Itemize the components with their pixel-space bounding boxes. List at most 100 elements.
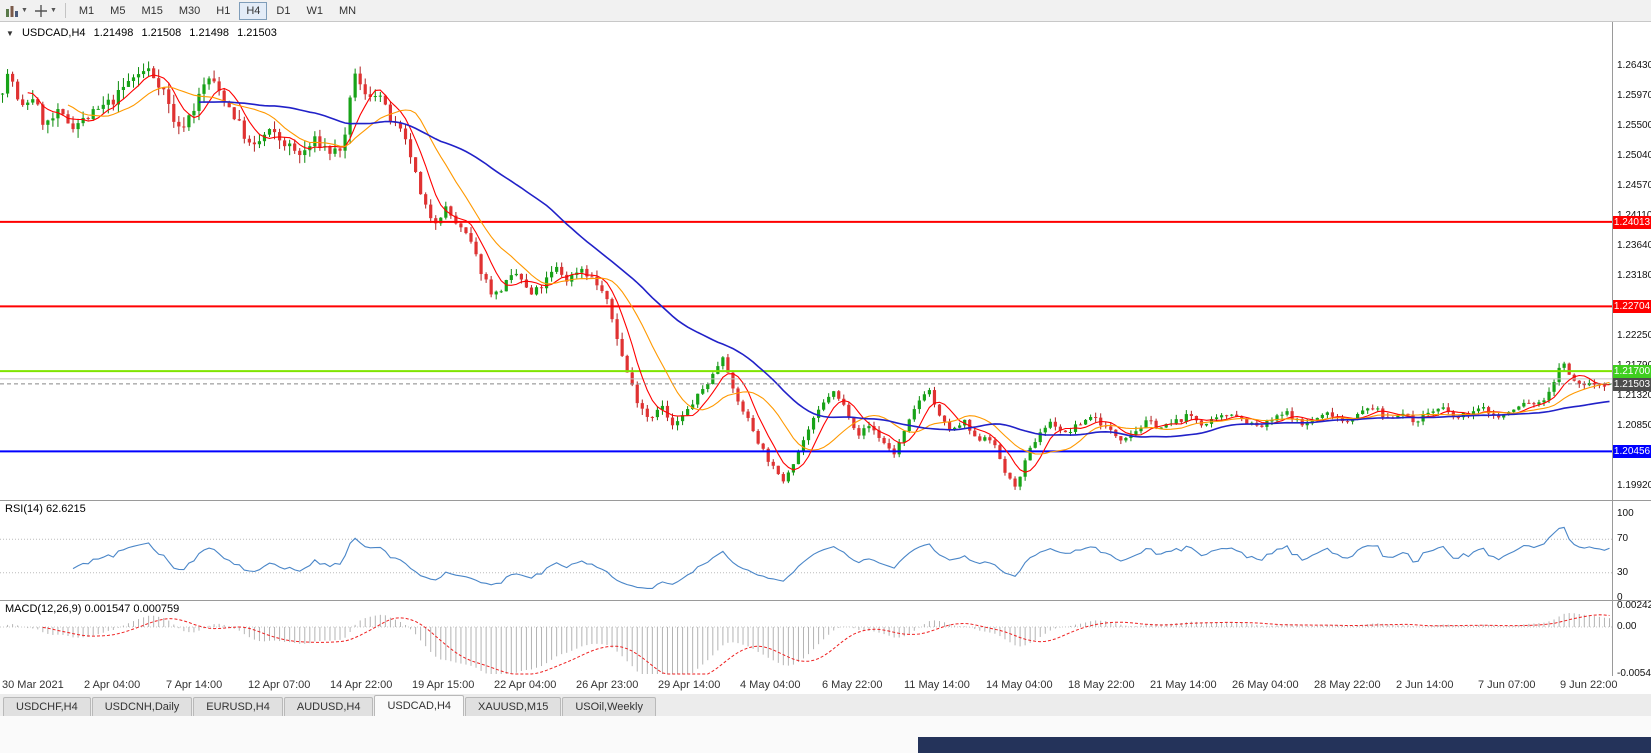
price-tick: 1.25500 — [1617, 120, 1651, 131]
timeframe-button-m30[interactable]: M30 — [172, 2, 207, 20]
price-tick: 1.20850 — [1617, 420, 1651, 431]
time-tick: 30 Mar 2021 — [2, 679, 64, 691]
quote-high: 1.21508 — [141, 27, 182, 39]
time-tick: 28 May 22:00 — [1314, 679, 1381, 691]
price-tag: 1.21503 — [1613, 377, 1651, 391]
time-tick: 21 May 14:00 — [1150, 679, 1217, 691]
time-tick: 14 May 04:00 — [986, 679, 1053, 691]
time-tick: 4 May 04:00 — [740, 679, 801, 691]
rsi-chart[interactable] — [0, 500, 1612, 600]
toolbar-separator — [64, 3, 66, 18]
macd-scale-label: -0.0054 — [1617, 668, 1651, 679]
time-tick: 9 Jun 22:00 — [1560, 679, 1618, 691]
macd-histogram — [7, 613, 1610, 674]
price-tag: 1.22704 — [1613, 300, 1651, 314]
price-tick: 1.24570 — [1617, 180, 1651, 191]
price-tick: 1.23640 — [1617, 240, 1651, 251]
rsi-pane[interactable] — [0, 500, 1612, 600]
moving-average-line — [67, 86, 1610, 455]
quote-open: 1.21498 — [93, 27, 134, 39]
macd-indicator-label: MACD(12,26,9) 0.001547 0.000759 — [5, 603, 180, 615]
time-tick: 2 Apr 04:00 — [84, 679, 141, 691]
rsi-scale-label: 100 — [1617, 508, 1634, 519]
macd-scale-label: 0.002429 — [1617, 600, 1651, 611]
timeframe-button-mn[interactable]: MN — [332, 2, 363, 20]
timeframe-button-w1[interactable]: W1 — [299, 2, 330, 20]
bar-chart-icon — [6, 5, 18, 17]
price-tick: 1.23180 — [1617, 270, 1651, 281]
rsi-scale-label: 30 — [1617, 567, 1629, 578]
candlestick-chart[interactable] — [0, 22, 1612, 500]
price-tag: 1.24013 — [1613, 215, 1651, 229]
time-tick: 26 May 04:00 — [1232, 679, 1299, 691]
candles — [0, 61, 1612, 491]
tab-xauusd-m15[interactable]: XAUUSD,M15 — [465, 697, 562, 716]
chevron-down-icon[interactable]: ▼ — [21, 7, 28, 14]
symbol-marker-icon: ▼ — [6, 29, 14, 38]
timeframe-button-h4[interactable]: H4 — [239, 2, 268, 20]
tab-usdchf-h4[interactable]: USDCHF,H4 — [3, 697, 91, 716]
tab-eurusd-h4[interactable]: EURUSD,H4 — [193, 697, 283, 716]
time-tick: 18 May 22:00 — [1068, 679, 1135, 691]
rsi-line — [72, 526, 1610, 589]
timeframe-button-d1[interactable]: D1 — [269, 2, 297, 20]
moving-average-line — [198, 100, 1610, 438]
moving-average-line — [27, 74, 1610, 473]
timeframe-button-m15[interactable]: M15 — [134, 2, 169, 20]
time-axis: 30 Mar 2021 2 Apr 04:00 7 Apr 14:00 12 Apr … — [0, 676, 1651, 694]
time-tick: 29 Apr 14:00 — [658, 679, 721, 691]
macd-chart[interactable] — [0, 600, 1612, 676]
chart-quote-overlay: ▼ USDCAD,H4 1.21498 1.21508 1.21498 1.21… — [6, 27, 282, 39]
rsi-indicator-label: RSI(14) 62.6215 — [5, 503, 86, 515]
time-tick: 19 Apr 15:00 — [412, 679, 475, 691]
timeframe-button-m1[interactable]: M1 — [72, 2, 101, 20]
price-chart-pane[interactable]: ▼ USDCAD,H4 1.21498 1.21508 1.21498 1.21… — [0, 22, 1612, 500]
macd-scale-label: 0.00 — [1617, 621, 1637, 632]
price-tick: 1.26430 — [1617, 60, 1651, 71]
tab-usoil-weekly[interactable]: USOil,Weekly — [562, 697, 656, 716]
timeframe-button-m5[interactable]: M5 — [103, 2, 132, 20]
price-tag: 1.21700 — [1613, 365, 1651, 379]
price-tick: 1.19920 — [1617, 480, 1651, 491]
price-tick: 1.25970 — [1617, 90, 1651, 101]
time-tick: 11 May 14:00 — [904, 679, 970, 691]
quote-close: 1.21503 — [237, 27, 277, 39]
time-tick: 14 Apr 22:00 — [330, 679, 393, 691]
time-tick: 2 Jun 14:00 — [1396, 679, 1454, 691]
taskbar-fragment — [918, 737, 1651, 753]
tab-usdcnh-daily[interactable]: USDCNH,Daily — [91, 697, 193, 716]
timeframe-buttons: M1 M5 M15 M30 H1 H4 D1 W1 MN — [71, 1, 364, 20]
time-tick: 12 Apr 07:00 — [248, 679, 311, 691]
time-tick: 6 May 22:00 — [822, 679, 883, 691]
status-area — [0, 716, 1651, 753]
macd-signal-line — [42, 614, 1610, 675]
price-tick: 1.22250 — [1617, 330, 1651, 341]
timeframe-button-h1[interactable]: H1 — [209, 2, 237, 20]
quote-low: 1.21498 — [189, 27, 230, 39]
pane-separator[interactable] — [0, 600, 1651, 601]
chevron-down-icon[interactable]: ▼ — [49, 7, 57, 14]
tab-audusd-h4[interactable]: AUDUSD,H4 — [283, 697, 374, 716]
price-tick: 1.21320 — [1617, 390, 1651, 401]
rsi-scale-label: 70 — [1617, 533, 1629, 544]
time-tick: 7 Apr 14:00 — [166, 679, 223, 691]
crosshair-tool-icon[interactable] — [31, 2, 51, 20]
price-scale: 1.26430 1.25970 1.25500 1.25040 1.24570 1.241… — [1613, 22, 1651, 679]
toolbar: ▼ ▼ M1 M5 M15 M30 H1 H4 D1 W1 MN — [0, 0, 1651, 22]
rsi-scale-label: 0 — [1617, 592, 1623, 603]
chart-tabs: USDCHF,H4 USDCNH,Daily EURUSD,H4 AUDUSD,H4 U… — [0, 694, 1651, 716]
tab-usdcad-h4[interactable]: USDCAD,H4 — [374, 695, 465, 716]
time-tick: 26 Apr 23:00 — [576, 679, 639, 691]
chart-symbol-label: USDCAD,H4 — [21, 27, 86, 39]
pane-separator[interactable] — [0, 500, 1651, 501]
macd-pane[interactable] — [0, 600, 1612, 676]
price-tick: 1.24110 — [1613, 210, 1651, 222]
price-tick: 1.25040 — [1617, 150, 1651, 161]
crosshair-icon — [34, 4, 47, 17]
time-tick: 22 Apr 04:00 — [494, 679, 557, 691]
time-tick: 7 Jun 07:00 — [1478, 679, 1536, 691]
price-scale-separator — [1612, 22, 1613, 676]
price-tag: 1.20456 — [1613, 445, 1651, 459]
chart-type-icon[interactable] — [2, 2, 22, 20]
